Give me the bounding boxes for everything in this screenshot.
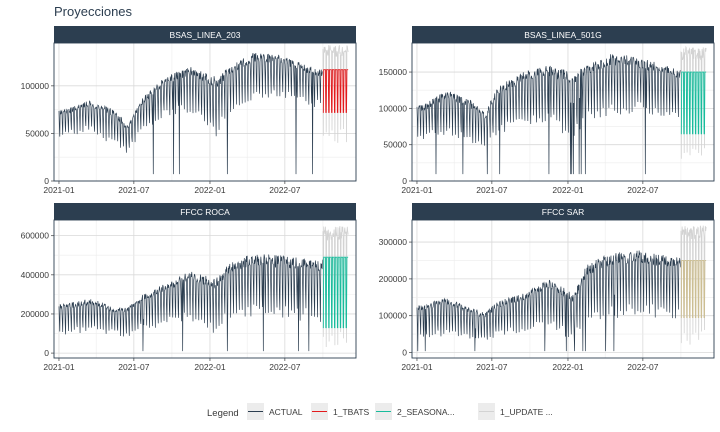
legend-item: 2_SEASONA... [375, 403, 455, 420]
legend: Legend ACTUAL 1_TBATS 2_SEASONA... 1_UPDATE … [207, 403, 553, 420]
x-tick-label: 2022-07 [627, 185, 658, 195]
x-tick-label: 2021-01 [401, 185, 432, 195]
forecast-series-line [322, 69, 349, 113]
y-tick-label: 150000 [379, 67, 408, 77]
facet-strip [412, 26, 714, 43]
y-tick-label: 50000 [25, 128, 49, 138]
facet-strip-label: BSAS_LINEA_203 [170, 30, 241, 40]
forecast-band-line [680, 45, 707, 159]
x-tick-label: 2021-07 [476, 185, 507, 195]
forecast-band-line [322, 45, 349, 143]
x-tick-label: 2022-01 [194, 185, 225, 195]
actual-series-line [416, 54, 681, 175]
facet-panel-4: FFCC SAR 2021-01 2021-07 2022-01 2022-07 0 100… [379, 203, 715, 372]
facet-strip-label: BSAS_LINEA_501G [524, 30, 602, 40]
y-tick-label: 100000 [21, 81, 50, 91]
panel-border [53, 42, 357, 182]
legend-title: Legend [207, 408, 239, 419]
actual-series-line [58, 254, 323, 352]
panel-border [53, 219, 357, 359]
y-tick-label: 50000 [383, 140, 407, 150]
facet-strip-label: FFCC ROCA [180, 207, 230, 217]
legend-item-label: 1_UPDATE ... [500, 407, 553, 417]
actual-series-line [416, 250, 681, 352]
y-tick-label: 0 [44, 176, 49, 186]
forecast-band-line [322, 225, 349, 347]
facet-strip [412, 203, 714, 220]
legend-item-label: 2_SEASONA... [397, 407, 455, 417]
facet-strip [54, 203, 356, 220]
x-tick-label: 2022-01 [552, 185, 583, 195]
x-tick-label: 2021-01 [401, 362, 432, 372]
x-tick-label: 2021-07 [118, 185, 149, 195]
forecast-series-line [680, 260, 707, 318]
x-tick-label: 2021-01 [43, 185, 74, 195]
y-tick-label: 200000 [21, 309, 50, 319]
facet-strip [54, 26, 356, 43]
y-tick-label: 0 [402, 176, 407, 186]
panel-border [411, 42, 715, 182]
y-tick-label: 200000 [379, 274, 408, 284]
y-tick-label: 300000 [379, 237, 408, 247]
x-tick-label: 2021-07 [118, 362, 149, 372]
panel-border [411, 219, 715, 359]
y-tick-label: 0 [44, 348, 49, 358]
legend-item-label: 1_TBATS [333, 407, 370, 417]
forecast-series-line [680, 71, 707, 135]
x-tick-label: 2022-01 [194, 362, 225, 372]
y-tick-label: 100000 [379, 311, 408, 321]
x-tick-label: 2021-01 [43, 362, 74, 372]
y-tick-label: 100000 [379, 103, 408, 113]
legend-item: 1_TBATS [311, 403, 370, 420]
facet-strip-label: FFCC SAR [542, 207, 585, 217]
legend-item: 1_UPDATE ... [478, 403, 553, 420]
y-tick-label: 600000 [21, 231, 50, 241]
x-tick-label: 2022-07 [627, 362, 658, 372]
forecast-series-line [322, 256, 349, 329]
y-tick-label: 0 [402, 347, 407, 357]
facet-panel-3: FFCC ROCA 2021-01 2021-07 2022-01 2022-07 0 20… [21, 203, 357, 372]
facet-panel-2: BSAS_LINEA_501G 2021-01 2021-07 2022-01 2022… [379, 26, 715, 195]
x-tick-label: 2022-07 [269, 362, 300, 372]
x-tick-label: 2021-07 [476, 362, 507, 372]
plot-background [412, 220, 714, 358]
legend-item-label: ACTUAL [269, 407, 303, 417]
actual-series-line [58, 52, 323, 175]
facet-panel-1: BSAS_LINEA_203 2021-01 2021-07 2022-01 2022-… [21, 26, 357, 195]
x-tick-label: 2022-01 [552, 362, 583, 372]
y-tick-label: 400000 [21, 270, 50, 280]
legend-item: ACTUAL [247, 403, 303, 420]
x-tick-label: 2022-07 [269, 185, 300, 195]
forecast-band-line [680, 225, 707, 345]
chart-title: Proyecciones [54, 4, 133, 19]
